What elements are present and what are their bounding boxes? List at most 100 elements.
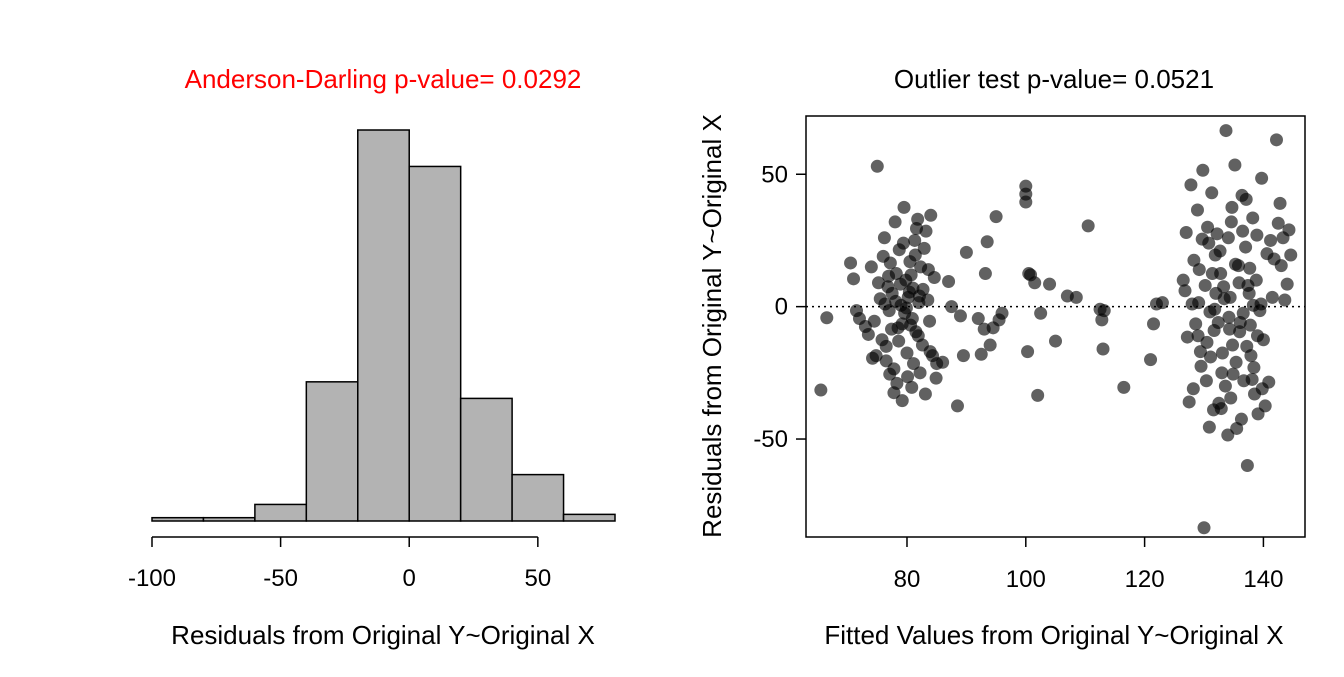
scatter-point [1198,278,1212,292]
scatter-point [1215,346,1229,360]
scatter-point [1219,124,1233,138]
scatter-point [1255,171,1269,185]
scatter-point [1205,186,1219,200]
scatter-point [1217,280,1231,294]
scatter-point [885,322,899,336]
scatter-point [1097,304,1111,318]
scatter-point [1204,350,1218,364]
scatter-point [1210,227,1224,241]
scatter-point [869,349,883,363]
scatter-point [1117,380,1131,394]
scatter-point [908,233,922,247]
scatter-point [918,387,932,401]
scatter-point [929,371,943,385]
scatter-point [1178,284,1192,298]
histogram-bar [459,397,513,522]
scatter-point [1236,306,1250,320]
scatter-y-axis: -50 0 50 [753,161,806,453]
scatter-point [814,383,828,397]
scatter-point [980,235,994,249]
scatter-point [1200,335,1214,349]
scatter-point [870,159,884,173]
scatter-point [1189,317,1203,331]
scatter-point [971,312,985,326]
scatter-point [1193,345,1207,359]
scatter-plot-frame [805,115,1306,538]
scatter-point [1190,203,1204,217]
histogram-x-tick-label: 50 [524,565,551,592]
scatter-point [921,263,935,277]
scatter-point [912,289,926,303]
scatter-point [864,260,878,274]
scatter-point [883,256,897,270]
histogram-x-axis: -100 -50 0 50 [128,536,551,592]
scatter-point [890,376,904,390]
scatter-point [882,269,896,283]
scatter-point [905,380,919,394]
histogram-x-tick-label: 0 [403,565,416,592]
scatter-point [1043,277,1057,291]
scatter-point [1224,215,1238,229]
scatter-point [1221,428,1235,442]
scatter-point [1201,220,1215,234]
scatter-point [1147,317,1161,331]
histogram-x-axis-label: Residuals from Original Y~Original X [171,620,595,650]
scatter-point [1144,353,1158,367]
scatter-point [882,304,896,318]
histogram-title: Anderson-Darling p-value= 0.0292 [185,64,582,94]
histogram-bar [254,503,308,522]
scatter-point [1271,216,1285,230]
scatter-point [844,256,858,270]
scatter-point [902,285,916,299]
scatter-point [911,329,925,343]
scatter-point [1240,339,1254,353]
scatter-x-axis-label: Fitted Values from Original Y~Original X [824,620,1283,650]
scatter-point [1265,290,1279,304]
scatter-point [1245,372,1259,386]
scatter-point [1225,200,1239,214]
scatter-point [1034,306,1048,320]
scatter-point [1049,334,1062,348]
scatter-point [913,366,927,380]
scatter-point [901,370,915,384]
histogram-bar [408,165,462,522]
scatter-point [1179,226,1193,240]
scatter-point [896,236,910,250]
histogram-bar [511,473,565,522]
scatter-point [889,294,903,308]
scatter-y-tick-label: 50 [761,161,788,188]
scatter-point [950,399,964,413]
scatter-point [1250,228,1264,242]
scatter-point [1196,163,1210,177]
scatter-point [1199,374,1213,388]
histogram-panel: Anderson-Darling p-value= 0.0292 -100 -50… [128,64,616,650]
scatter-point [1028,276,1042,290]
scatter-point [1258,399,1272,413]
histogram-x-tick-label: -50 [263,565,298,592]
scatter-point [1197,521,1211,535]
scatter-point [1282,223,1296,237]
scatter-point [1255,382,1269,396]
scatter-point [904,318,918,332]
histogram-bars [151,129,616,522]
scatter-point [1226,367,1240,381]
scatter-point [1250,329,1264,343]
scatter-point [1239,192,1253,206]
scatter-point [1223,322,1237,336]
scatter-point [1182,395,1196,409]
scatter-point [867,314,881,328]
scatter-point [1240,459,1254,473]
scatter-point [1280,277,1294,291]
scatter-point [861,327,875,341]
scatter-point [1096,342,1110,356]
scatter-point [1218,379,1232,393]
scatter-point [1186,382,1200,396]
scatter-point [1243,318,1257,332]
scatter-point [1221,231,1235,245]
histogram-bar [305,381,359,522]
scatter-point [917,241,931,255]
histogram-bar [357,129,410,522]
scatter-point [1224,391,1238,405]
scatter-x-axis: 80 100 120 140 [894,537,1283,593]
